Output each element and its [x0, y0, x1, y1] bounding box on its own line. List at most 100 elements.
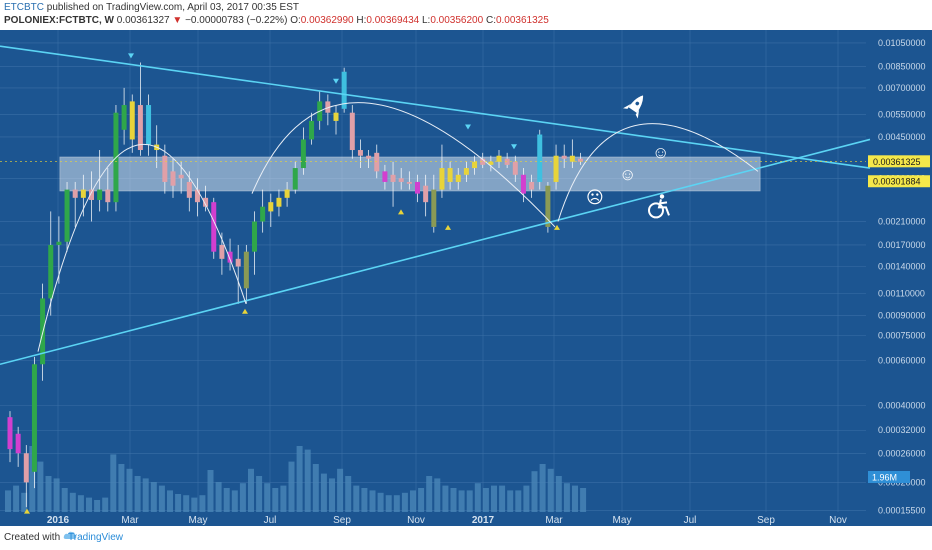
tradingview-brand-link[interactable]: TradingView	[68, 532, 124, 543]
candle-body	[292, 168, 298, 190]
symbol-link[interactable]: ETCBTC	[4, 2, 44, 13]
candle-body	[162, 155, 168, 182]
candle-body	[390, 174, 396, 182]
smiley-happy-icon: ☺	[652, 143, 669, 162]
volume-bar	[580, 488, 587, 512]
volume-bar	[345, 476, 352, 512]
candle-body	[545, 185, 551, 227]
smiley-sad-icon: ☹	[586, 188, 604, 207]
volume-bar	[329, 478, 335, 512]
volume-badge-label: 1.96M	[872, 473, 897, 483]
price-badge-label: 0.00361325	[873, 157, 921, 167]
volume-bar	[418, 488, 425, 512]
y-tick-label: 0.00060000	[878, 356, 926, 366]
candle-body	[260, 206, 266, 222]
y-tick-label: 0.00550000	[878, 110, 926, 120]
candle-body	[374, 152, 380, 172]
volume-bar	[458, 490, 465, 512]
candle-body	[333, 112, 339, 121]
marker-triangle	[242, 308, 248, 314]
candle-body	[512, 161, 518, 175]
volume-bar	[21, 492, 28, 512]
y-tick-label: 0.00075000	[878, 331, 926, 341]
volume-bar	[312, 464, 319, 512]
candle-body	[480, 158, 486, 165]
candle-body	[194, 189, 200, 203]
candle-body	[284, 189, 290, 198]
price-change: −0.00000783 (−0.22%)	[185, 15, 288, 26]
y-tick-label: 0.00032000	[878, 425, 926, 435]
close-value: 0.00361325	[495, 15, 549, 26]
x-tick-label: Jul	[264, 515, 277, 526]
y-tick-label: 0.00850000	[878, 61, 926, 71]
candle-body	[309, 120, 315, 140]
candle-body	[97, 189, 103, 200]
marker-triangle	[398, 209, 404, 215]
candle-body	[72, 189, 78, 198]
lower-trendline	[0, 138, 871, 366]
volume-bar	[555, 476, 562, 512]
volume-bar	[320, 473, 327, 512]
volume-bar	[474, 483, 481, 512]
wheelchair-body	[657, 199, 670, 216]
candle-body	[341, 71, 347, 109]
y-tick-label: 0.00110000	[878, 288, 925, 298]
candle-body	[203, 197, 209, 207]
volume-bar	[110, 454, 117, 512]
candle-body	[325, 101, 331, 113]
volume-bar	[531, 471, 538, 512]
y-tick-label: 0.00170000	[878, 240, 926, 250]
x-tick-label: May	[189, 515, 208, 526]
high-value: 0.00369434	[366, 15, 420, 26]
volume-bar	[77, 495, 84, 512]
candle-body	[31, 364, 37, 472]
volume-bar	[272, 488, 279, 512]
created-with-text: Created with	[4, 532, 61, 543]
volume-bar	[377, 492, 384, 512]
candle-body	[431, 189, 437, 227]
volume-bar	[296, 446, 303, 512]
candle-body	[121, 105, 127, 130]
candle-body	[472, 161, 478, 169]
volume-bar	[361, 488, 368, 512]
candle-body	[252, 221, 257, 252]
volume-bar	[183, 495, 190, 512]
volume-bar	[401, 492, 408, 512]
marker-triangle	[445, 224, 451, 230]
candle-body	[243, 251, 249, 289]
wheelchair-icon	[648, 194, 670, 219]
smiley-neutral-icon: ☺	[619, 165, 636, 184]
candle-body	[235, 258, 241, 267]
volume-bar	[393, 495, 400, 512]
published-text: published on TradingView.com, April 03, …	[46, 2, 299, 13]
chart-area[interactable]: ☺ ☺ ☹ 0.01050000 0.00850000 0.00700000 0.00550…	[0, 30, 932, 526]
y-tick-label: 0.00026000	[878, 448, 926, 458]
volume-bar	[142, 478, 149, 512]
volume-bar	[450, 488, 457, 512]
candle-body	[415, 181, 420, 194]
candle-body	[80, 189, 86, 198]
rocket-fin	[623, 103, 640, 119]
candle-body	[170, 171, 176, 186]
candle-body	[439, 168, 445, 190]
volume-bar	[434, 478, 441, 512]
volume-bar	[280, 485, 287, 512]
rocket-window	[635, 101, 640, 106]
volume-bar	[410, 490, 416, 512]
marker-triangle	[24, 508, 30, 514]
close-label: C:	[485, 15, 496, 26]
low-value: 0.00356200	[430, 15, 484, 26]
volume-bar	[158, 485, 165, 512]
arc-2	[251, 102, 556, 228]
price-badge	[868, 175, 930, 188]
candle-body	[89, 189, 94, 200]
candle-body	[300, 139, 306, 169]
volume-bar	[523, 485, 530, 512]
chart-svg[interactable]: ☺ ☺ ☹ 0.01050000 0.00850000 0.00700000 0.00550…	[0, 30, 932, 526]
x-tick-label: Sep	[333, 515, 351, 526]
y-tick-label: 0.00140000	[878, 261, 926, 271]
x-tick-label: Mar	[545, 515, 563, 526]
wheelchair-head	[659, 194, 665, 199]
candle-body	[423, 185, 429, 203]
volume-bar	[167, 490, 173, 512]
